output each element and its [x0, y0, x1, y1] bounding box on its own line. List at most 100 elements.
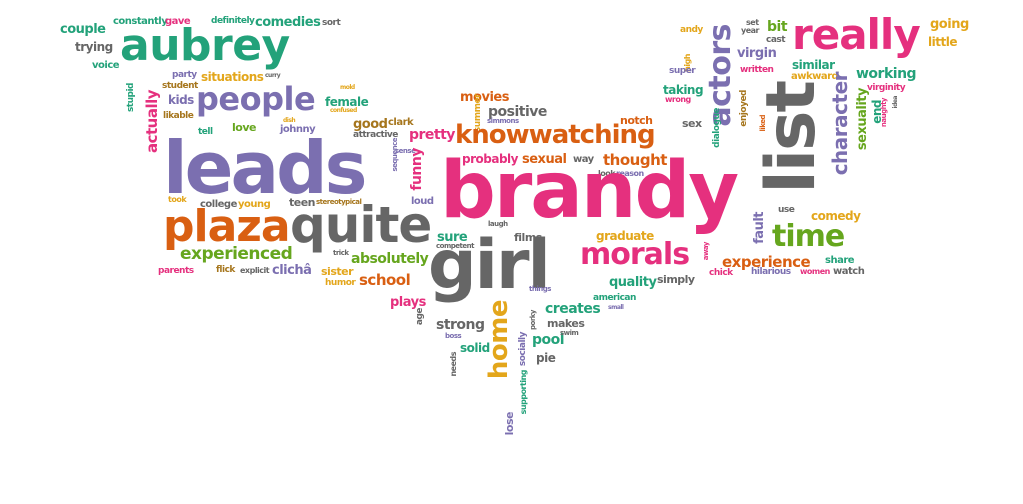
word-films: films	[514, 231, 542, 244]
word-watch: watch	[833, 266, 865, 277]
word-absolutely: absolutely	[351, 251, 429, 267]
word-dish: dish	[283, 117, 296, 124]
word-teen: teen	[289, 196, 316, 209]
word-probably: probably	[462, 152, 518, 166]
word-things: things	[529, 285, 551, 293]
word-sort: sort	[322, 18, 341, 28]
word-sure: sure	[437, 230, 468, 245]
word-way: way	[573, 154, 594, 165]
word-age: age	[415, 308, 425, 326]
word-awkward: awkward	[791, 71, 839, 82]
word-leads: leads	[163, 126, 367, 210]
word-little: little	[928, 35, 957, 49]
word-comedies: comedies	[255, 15, 321, 30]
word-lose: lose	[503, 412, 516, 436]
word-loud: loud	[411, 196, 434, 207]
word-constantly: constantly	[113, 16, 168, 27]
word-kids: kids	[168, 93, 194, 107]
word-humor: humor	[325, 278, 356, 288]
word-american: american	[593, 293, 636, 303]
word-stereotypical: stereotypical	[316, 198, 362, 206]
word-curry: curry	[265, 72, 281, 79]
word-year: year	[741, 26, 759, 35]
word-tell: tell	[198, 127, 213, 137]
word-solid: solid	[460, 341, 490, 355]
word-list: list	[752, 82, 831, 194]
word-couple: couple	[60, 22, 106, 37]
word-women: women	[800, 267, 830, 276]
word-morals: morals	[580, 237, 690, 272]
word-trick: trick	[333, 249, 349, 257]
word-dialogue: dialogue	[712, 108, 722, 148]
word-knowwatching: knowwatching	[455, 120, 656, 150]
word-virginity: virginity	[867, 83, 906, 93]
word-similar: similar	[792, 58, 835, 72]
word-share: share	[825, 255, 855, 266]
word-party: party	[172, 70, 197, 80]
word-funny: funny	[409, 148, 425, 191]
word-good: good	[353, 117, 388, 132]
word-flick: flick	[216, 265, 235, 275]
word-socially: socially	[518, 332, 528, 367]
word-pie: pie	[536, 351, 556, 365]
word-graduate: graduate	[596, 229, 654, 243]
word-gave: gave	[165, 16, 191, 27]
word-attractive: attractive	[353, 130, 398, 140]
word-wrong: wrong	[665, 95, 691, 104]
word-brandy: brandy	[440, 146, 739, 236]
word-sense: sense	[395, 147, 416, 155]
word-sexuality: sexuality	[855, 88, 870, 151]
word-aubrey: aubrey	[120, 20, 290, 71]
word-porky: porky	[529, 310, 537, 330]
word-plays: plays	[390, 295, 426, 310]
word-home: home	[484, 300, 514, 380]
word-idea: idea	[892, 96, 899, 109]
word-took: took	[168, 195, 187, 204]
word-swim: swim	[560, 329, 579, 337]
word-thought: thought	[603, 151, 667, 169]
word-really: really	[792, 10, 921, 59]
word-super: super	[669, 66, 696, 76]
word-away: away	[702, 242, 710, 261]
word-taking: taking	[663, 83, 704, 97]
word-quite: quite	[290, 196, 432, 254]
word-comedy: comedy	[811, 209, 861, 223]
word-mold: mold	[340, 84, 355, 91]
word-andy: andy	[680, 25, 703, 35]
word-love: love	[232, 121, 256, 134]
word-likable: likable	[163, 111, 194, 121]
word-sexual: sexual	[522, 152, 567, 167]
word-virgin: virgin	[737, 46, 777, 61]
word-competent: competent	[436, 242, 474, 250]
word-cliche: clichâ	[272, 263, 312, 278]
word-chick: chick	[709, 268, 733, 278]
word-movies: movies	[460, 90, 509, 105]
word-creates: creates	[545, 301, 601, 317]
word-experience: experience	[722, 253, 811, 271]
word-girl: girl	[428, 226, 551, 305]
word-trying: trying	[75, 40, 113, 54]
word-going: going	[930, 17, 969, 32]
word-voice: voice	[92, 60, 120, 71]
word-situations: situations	[201, 70, 264, 84]
word-hilarious: hilarious	[751, 267, 791, 277]
word-sex: sex	[682, 117, 702, 130]
word-pretty: pretty	[409, 127, 455, 143]
word-pool: pool	[532, 332, 565, 348]
word-supporting: supporting	[519, 370, 528, 415]
word-clark: clark	[388, 117, 414, 128]
word-quality: quality	[609, 275, 657, 290]
word-confused: confused	[330, 107, 357, 114]
word-actually: actually	[143, 90, 161, 154]
word-positive: positive	[488, 104, 547, 120]
word-character: character	[828, 72, 852, 176]
word-school: school	[359, 271, 411, 289]
word-johnny: johnny	[280, 124, 316, 135]
word-makes: makes	[547, 317, 585, 330]
word-needs: needs	[449, 352, 458, 377]
word-end: end	[870, 100, 884, 124]
word-student: student	[162, 81, 198, 91]
word-female: female	[325, 95, 369, 109]
word-strong: strong	[436, 317, 485, 333]
